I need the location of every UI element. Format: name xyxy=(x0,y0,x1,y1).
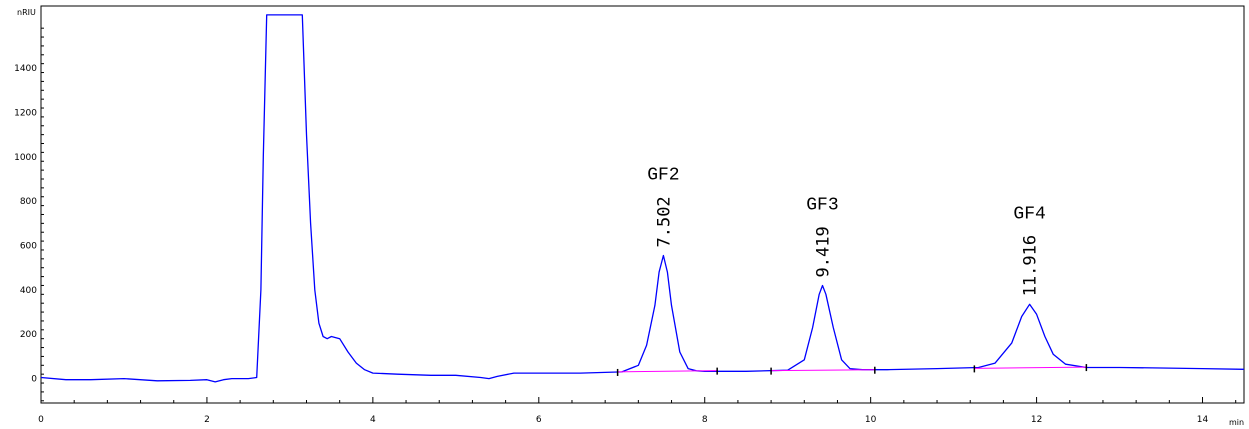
peak-name: GF2 xyxy=(647,166,679,186)
x-tick-label: 6 xyxy=(536,415,542,425)
y-axis-unit-label: nRIU xyxy=(17,8,36,17)
x-tick-label: 14 xyxy=(1197,415,1209,425)
y-tick-label: 0 xyxy=(31,375,37,385)
integration-baseline xyxy=(617,370,718,373)
x-tick-label: 10 xyxy=(865,415,877,425)
peak-labels: 7.502 GF2 9.419 GF3 11.916 GF4 xyxy=(647,166,1046,297)
x-tick-label: 8 xyxy=(702,415,708,425)
peak-name: GF3 xyxy=(806,195,838,215)
peak-name: GF4 xyxy=(1013,205,1045,225)
x-tick-label: 4 xyxy=(370,415,376,425)
y-axis-ticks: 0 200 400 600 800 1000 1200 1400 xyxy=(14,27,44,402)
x-tick-label: 2 xyxy=(204,415,210,425)
signal-trace xyxy=(40,14,1245,383)
y-tick-label: 200 xyxy=(20,330,37,340)
integration-baseline xyxy=(974,366,1087,369)
x-axis-ticks: 0 2 4 6 8 10 12 14 xyxy=(38,397,1237,425)
peak-retention-time: 9.419 xyxy=(813,226,833,277)
x-tick-label: 0 xyxy=(38,415,44,425)
integration-baseline xyxy=(771,369,875,372)
y-tick-label: 1400 xyxy=(14,64,37,74)
y-tick-label: 1000 xyxy=(14,153,37,163)
y-tick-label: 400 xyxy=(20,286,37,296)
peak-retention-time: 11.916 xyxy=(1021,235,1041,296)
x-axis-unit-label: min xyxy=(1229,418,1244,427)
plot-frame xyxy=(40,5,1245,404)
peak-retention-time: 7.502 xyxy=(654,196,674,247)
y-tick-label: 800 xyxy=(20,197,37,207)
baseline-marks xyxy=(616,364,1088,376)
series-layer xyxy=(40,14,1245,383)
y-tick-label: 1200 xyxy=(14,108,37,118)
x-tick-label: 12 xyxy=(1031,415,1042,425)
y-tick-label: 600 xyxy=(20,242,37,252)
